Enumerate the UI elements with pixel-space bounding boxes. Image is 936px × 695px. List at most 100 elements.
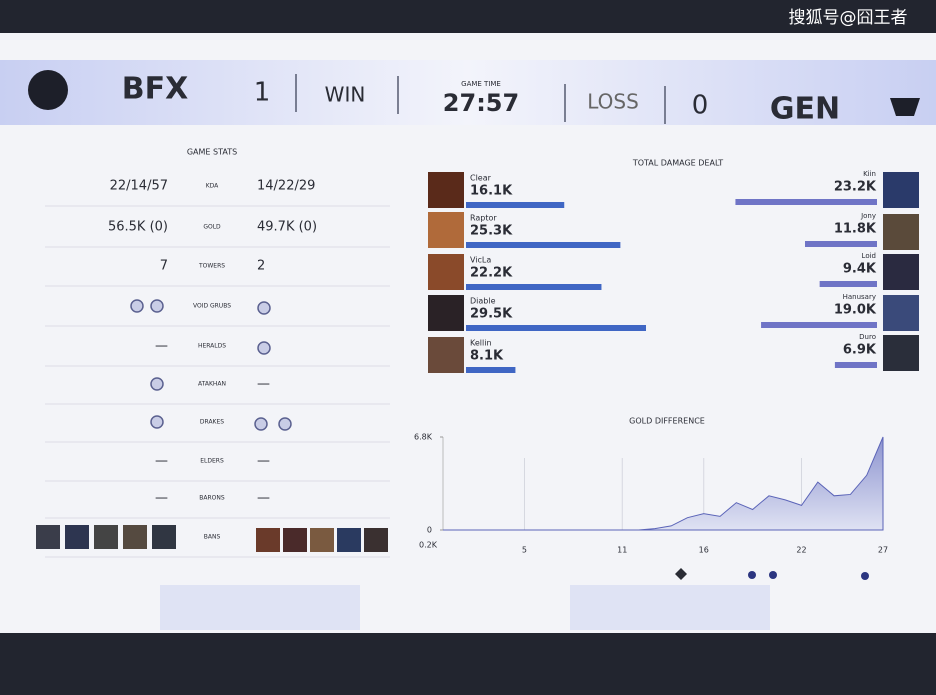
objective-icon	[150, 415, 164, 429]
ban-portrait	[65, 525, 89, 549]
time-label: GAME TIME	[461, 80, 501, 88]
objective-icon	[254, 417, 268, 431]
stat-label: HERALDS	[198, 343, 226, 350]
stat-right: 49.7K (0)	[257, 220, 317, 235]
damage-bar	[761, 322, 877, 328]
damage-value: 25.3K	[470, 224, 513, 239]
stat-label: TOWERS	[198, 263, 225, 270]
stat-left: 22/14/57	[110, 179, 168, 194]
objective-icon	[150, 377, 164, 391]
stat-right: —	[257, 454, 270, 469]
damage-value: 16.1K	[470, 184, 513, 199]
stat-label: ATAKHAN	[198, 381, 226, 388]
x-tick-label: 27	[878, 546, 888, 555]
corner-label: 0.2K	[419, 541, 438, 550]
stat-left: 56.5K (0)	[108, 220, 168, 235]
objective-icon	[278, 417, 292, 431]
team-logo	[890, 98, 920, 116]
portrait	[428, 295, 464, 331]
damage-value: 22.2K	[470, 266, 513, 281]
stat-label: BANS	[204, 534, 221, 541]
section-title: TOTAL DAMAGE DEALT	[632, 159, 723, 168]
ban-portrait	[94, 525, 118, 549]
team-name: GEN	[770, 92, 840, 127]
damage-bar	[466, 284, 602, 290]
stat-right: 2	[257, 259, 265, 274]
watermark: 搜狐号@囧王者	[789, 8, 908, 28]
player-name: Kellin	[470, 339, 492, 348]
damage-bar	[466, 242, 621, 248]
y-tick-label: 0	[427, 526, 432, 535]
objective-icon	[150, 299, 164, 313]
stat-label: GOLD	[203, 224, 221, 231]
portrait	[428, 172, 464, 208]
stat-label: KDA	[206, 183, 219, 190]
portrait	[883, 214, 919, 250]
stat-right: —	[257, 377, 270, 392]
player-name: Jony	[860, 212, 876, 220]
player-name: Raptor	[470, 214, 497, 223]
damage-bar	[735, 199, 877, 205]
event-icon	[748, 571, 756, 579]
x-tick-label: 11	[617, 546, 627, 555]
event-icon	[675, 568, 687, 580]
player-name: Kiin	[863, 170, 876, 178]
damage-value: 8.1K	[470, 349, 504, 364]
x-tick-label: 5	[522, 546, 527, 555]
stat-label: BARONS	[199, 495, 225, 502]
objective-icon	[257, 301, 271, 315]
stat-right: 14/22/29	[257, 179, 315, 194]
dividers	[295, 74, 666, 124]
player-name: VicLa	[470, 256, 491, 265]
y-tick-label: 6.8K	[414, 433, 433, 442]
result: LOSS	[587, 90, 639, 114]
stat-label: VOID GRUBS	[193, 303, 231, 310]
ban-portrait	[36, 525, 60, 549]
damage-value: 29.5K	[470, 307, 513, 322]
portrait	[883, 295, 919, 331]
event-icon	[861, 572, 869, 580]
ban-portrait	[364, 528, 388, 552]
team-logo	[28, 70, 68, 110]
damage-value: 9.4K	[843, 262, 877, 277]
stat-right: —	[257, 491, 270, 506]
damage-bar	[805, 241, 877, 247]
score: 0	[692, 91, 709, 121]
team-name: BFX	[122, 72, 189, 107]
damage-value: 23.2K	[834, 180, 877, 195]
portrait	[428, 212, 464, 248]
damage-bar	[834, 362, 877, 368]
score: 1	[254, 78, 271, 108]
damage-value: 19.0K	[834, 303, 877, 318]
player-name: Duro	[859, 333, 876, 341]
ban-portrait	[310, 528, 334, 552]
x-tick-label: 16	[699, 546, 709, 555]
ban-portrait	[337, 528, 361, 552]
objective-icon	[257, 341, 271, 355]
damage-value: 11.8K	[834, 222, 877, 237]
event-icon	[769, 571, 777, 579]
game-time: 27:57	[443, 89, 519, 117]
stat-label: ELDERS	[200, 458, 224, 465]
portrait	[883, 335, 919, 371]
player-name: Clear	[470, 174, 492, 183]
stat-label: DRAKES	[200, 419, 224, 426]
damage-bar	[819, 281, 877, 287]
portrait	[883, 172, 919, 208]
portrait	[428, 254, 464, 290]
ban-portrait	[152, 525, 176, 549]
player-name: Diable	[470, 297, 496, 306]
damage-bar	[466, 367, 516, 373]
player-name: Loid	[862, 252, 876, 260]
player-name: Hanusary	[843, 293, 876, 301]
section-title: GAME STATS	[187, 148, 237, 157]
portrait	[428, 337, 464, 373]
stat-left: —	[155, 491, 168, 506]
portrait	[883, 254, 919, 290]
stat-left: —	[155, 339, 168, 354]
damage-value: 6.9K	[843, 343, 877, 358]
ban-portrait	[123, 525, 147, 549]
ban-portrait	[283, 528, 307, 552]
